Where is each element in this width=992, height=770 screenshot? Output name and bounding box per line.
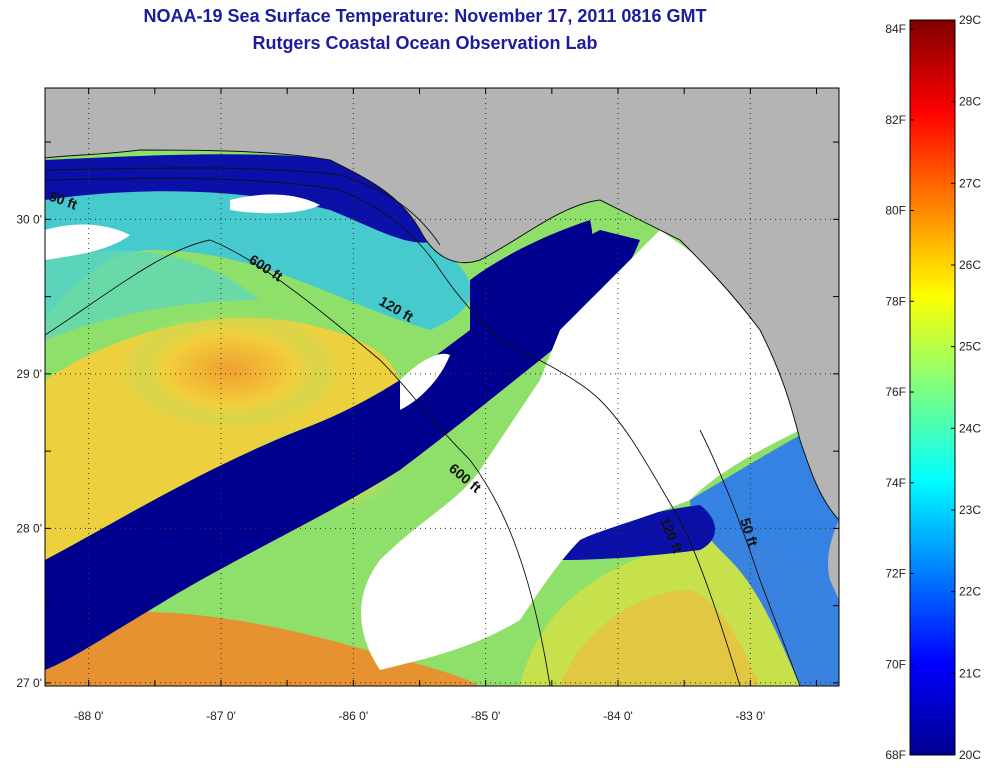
lon-tick-label: -87 0'	[206, 709, 236, 723]
colorbar-label-fahrenheit: 76F	[885, 385, 906, 399]
colorbar-label-celsius: 28C	[959, 95, 981, 109]
colorbar-labels: 29C 28C 27C 26C 25C 24C 23C 22C 21C 20C 84F 82F 80F 7…	[885, 13, 981, 762]
colorbar-label-celsius: 20C	[959, 748, 981, 762]
colorbar	[909, 19, 956, 756]
contour-600ft	[45, 239, 551, 686]
colorbar-label-celsius: 21C	[959, 666, 981, 680]
contour-120ft	[45, 177, 741, 686]
colorbar-label-fahrenheit: 80F	[885, 204, 906, 218]
colorbar-label-fahrenheit: 68F	[885, 748, 906, 762]
colorbar-label-celsius: 24C	[959, 421, 981, 435]
cold-water-coastal	[45, 154, 440, 243]
cold-water-tampa	[560, 505, 715, 560]
colorbar-label-fahrenheit: 82F	[885, 113, 906, 127]
cool-water-band-2	[45, 250, 260, 340]
coastline	[45, 149, 839, 521]
colorbar-label-celsius: 29C	[959, 13, 981, 27]
colorbar-label-celsius: 25C	[959, 340, 981, 354]
colorbar-label-fahrenheit: 70F	[885, 657, 906, 671]
colorbar-label-celsius: 27C	[959, 176, 981, 190]
land-mass-east	[828, 520, 839, 600]
map-plot-area: 50 ft 600 ft 120 ft 600 ft 120 ft 50 ft	[45, 88, 839, 686]
map-subtitle: Rutgers Coastal Ocean Observation Lab	[252, 33, 598, 53]
lat-tick-label: 27 0'	[16, 676, 42, 690]
warm-water-south	[45, 611, 480, 686]
axis-ticks	[45, 88, 839, 686]
colorbar-label-celsius: 26C	[959, 258, 981, 272]
land-mass	[45, 88, 839, 520]
warm-water-core	[120, 310, 340, 430]
colorbar-label-celsius: 23C	[959, 503, 981, 517]
lat-tick-label: 29 0'	[16, 367, 42, 381]
lat-tick-label: 28 0'	[16, 521, 42, 535]
colorbar-label-celsius: 22C	[959, 585, 981, 599]
lon-tick-label: -84 0'	[603, 709, 633, 723]
lon-tick-label: -83 0'	[736, 709, 766, 723]
colorbar-label-fahrenheit: 72F	[885, 567, 906, 581]
cold-water-bigbend	[470, 220, 593, 354]
plot-frame	[44, 87, 840, 687]
colorbar-label-fahrenheit: 84F	[885, 22, 906, 36]
lon-tick-label: -85 0'	[471, 709, 501, 723]
cloud-cover-coast	[230, 194, 320, 214]
cloud-cover-west	[45, 224, 130, 260]
colorbar-label-fahrenheit: 78F	[885, 294, 906, 308]
cool-water-east	[690, 430, 839, 686]
colorbar-label-fahrenheit: 74F	[885, 476, 906, 490]
warm-water-southeast-core	[560, 590, 760, 686]
contour-50ft	[45, 167, 801, 686]
axis-tick-labels: -88 0' -87 0' -86 0' -85 0' -84 0' -83 0' 30 0…	[16, 212, 765, 723]
lon-tick-label: -86 0'	[339, 709, 369, 723]
lat-tick-label: 30 0'	[16, 212, 42, 226]
lon-tick-label: -88 0'	[74, 709, 104, 723]
map-title: NOAA-19 Sea Surface Temperature: Novembe…	[143, 6, 707, 26]
